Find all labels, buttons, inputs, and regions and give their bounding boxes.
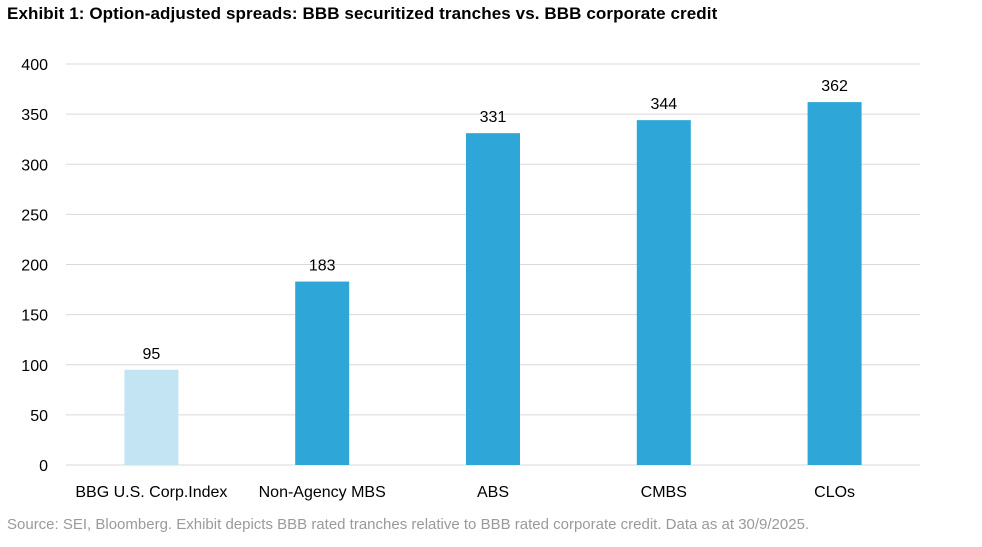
x-category-label: ABS	[477, 484, 509, 501]
y-tick-label: 350	[21, 107, 48, 124]
x-category-label: CMBS	[641, 484, 687, 501]
y-tick-label: 50	[30, 408, 48, 425]
chart-title: Exhibit 1: Option-adjusted spreads: BBB …	[7, 4, 718, 23]
bar	[636, 120, 691, 465]
y-tick-label: 100	[21, 358, 48, 375]
bar	[295, 281, 350, 465]
data-label: 95	[143, 346, 161, 363]
data-label: 344	[650, 96, 677, 113]
data-label: 362	[821, 78, 848, 95]
x-category-label: BBG U.S. Corp.Index	[75, 484, 227, 501]
bars	[124, 102, 862, 466]
data-label: 331	[480, 109, 507, 126]
bar	[466, 133, 520, 466]
y-tick-label: 400	[21, 57, 48, 74]
source-note: Source: SEI, Bloomberg. Exhibit depicts …	[7, 516, 810, 533]
y-tick-label: 0	[39, 458, 48, 475]
y-tick-label: 150	[21, 308, 48, 325]
x-category-label: CLOs	[814, 484, 855, 501]
x-category-label: Non-Agency MBS	[259, 484, 386, 501]
y-tick-label: 250	[21, 207, 48, 224]
data-label: 183	[309, 258, 336, 275]
x-axis-category-labels: BBG U.S. Corp.Index Non-Agency MBS ABS CMBS…	[75, 484, 855, 501]
data-labels: 95 183 331 344 362	[143, 78, 849, 363]
y-tick-label: 200	[21, 258, 48, 275]
bar	[124, 369, 179, 465]
y-tick-label: 300	[21, 157, 48, 174]
bar	[807, 102, 862, 465]
y-axis-tick-labels: 0 50 100 150 200 250 300 350 400	[21, 57, 48, 475]
